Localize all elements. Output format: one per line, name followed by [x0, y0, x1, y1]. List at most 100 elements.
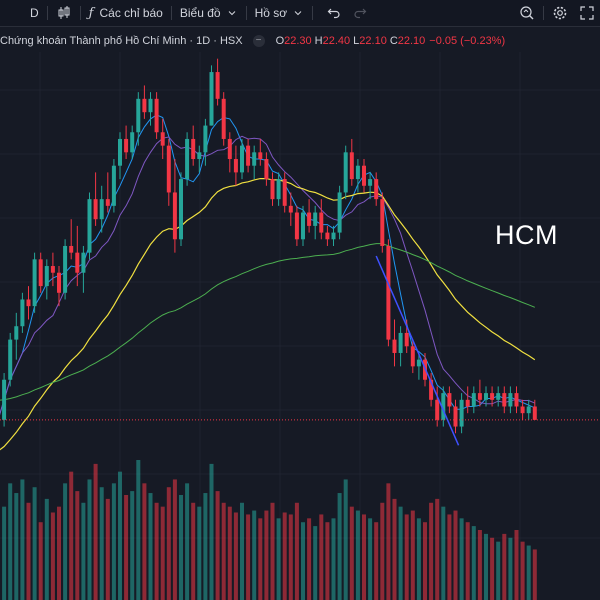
candle-body: [38, 259, 43, 287]
volume-bar: [319, 514, 324, 600]
candle-body: [465, 399, 470, 407]
candle-body: [246, 145, 251, 166]
volume-bar: [191, 502, 196, 600]
redo-icon: [354, 8, 367, 19]
volume-bar: [520, 541, 525, 600]
volume-bar: [532, 549, 537, 600]
volume-bar: [246, 514, 251, 600]
volume-bar: [166, 487, 171, 600]
trendline: [375, 255, 460, 446]
volume-bar: [441, 506, 446, 600]
candle-body: [87, 199, 92, 253]
volume-bar: [2, 506, 7, 600]
volume-bar: [99, 487, 104, 600]
volume-bar: [264, 510, 269, 600]
candle-body: [111, 165, 116, 206]
undo-button[interactable]: [321, 0, 347, 26]
candle-body: [2, 379, 7, 420]
volume-bar: [276, 518, 281, 600]
candle-body: [453, 406, 458, 427]
quick-search-button[interactable]: [513, 0, 541, 26]
chart-style-button[interactable]: [50, 0, 78, 26]
overlays: [0, 255, 600, 446]
candle-body: [172, 192, 177, 240]
volume-bar: [258, 518, 263, 600]
candle-body: [227, 138, 232, 160]
volume-bar: [416, 518, 421, 600]
volume-bar: [136, 460, 141, 600]
low-key: L: [353, 35, 360, 47]
candle-body: [118, 138, 122, 166]
candle-body: [520, 406, 525, 414]
candle-body: [276, 179, 281, 200]
legend-collapse-icon[interactable]: −: [252, 35, 265, 47]
candle-body: [331, 232, 336, 240]
low-value: 22.10: [359, 35, 387, 47]
candle-body: [496, 393, 501, 400]
indicators-button[interactable]: ƒ Các chỉ báo: [83, 0, 169, 26]
open-value: 22.30: [284, 35, 312, 47]
toolbar-divider: [170, 6, 172, 20]
volume-bar: [75, 491, 80, 600]
candle-body: [288, 205, 293, 213]
candle-body: [362, 165, 366, 186]
candle-body: [44, 266, 49, 287]
candle-body: [8, 339, 13, 380]
volume-bar: [355, 510, 360, 600]
symbol-title[interactable]: Chứng khoán Thành phố Hồ Chí Minh · 1D ·…: [0, 35, 243, 47]
volume-bar: [203, 493, 208, 600]
volume-bar: [465, 522, 470, 600]
chart-type-dropdown[interactable]: Biểu đồ: [174, 0, 244, 26]
candle-body: [319, 212, 324, 233]
candle-body: [477, 393, 482, 400]
candle-body: [179, 179, 183, 240]
volume-bar: [215, 491, 220, 600]
volume-bar: [38, 522, 43, 600]
candle-body: [240, 145, 244, 173]
volume-bar: [233, 512, 238, 600]
candle-body: [50, 266, 55, 273]
volume-bar: [453, 510, 458, 600]
volume-bar: [514, 530, 519, 600]
chart-annotation-text: HCM: [495, 220, 558, 250]
candle-body: [166, 145, 171, 193]
candle-body: [99, 199, 104, 220]
profile-label: Hồ sơ: [254, 6, 288, 20]
candles: [2, 58, 537, 434]
toolbar-right-group: [513, 0, 600, 26]
candle-body: [258, 152, 263, 160]
candle-body: [526, 406, 531, 414]
volume-bar: [105, 498, 110, 600]
volume-bar: [404, 514, 409, 600]
candle-body: [215, 72, 220, 99]
volume-bar: [435, 498, 440, 600]
open-key: O: [275, 35, 285, 47]
toolbar-divider: [46, 6, 48, 20]
volume-bar: [50, 512, 55, 600]
volume-bar: [362, 514, 366, 600]
toolbar-divider: [543, 6, 544, 20]
candle-body: [313, 212, 318, 226]
interval-button[interactable]: D: [0, 0, 45, 26]
volume-bar: [63, 483, 68, 600]
candle-body: [69, 245, 74, 253]
volume-bar: [179, 495, 183, 600]
toolbar-divider: [245, 6, 247, 20]
candle-body: [374, 179, 379, 200]
profile-dropdown[interactable]: Hồ sơ: [249, 0, 311, 26]
candle-body: [221, 98, 226, 139]
candle-body: [93, 199, 98, 220]
settings-button[interactable]: [546, 0, 574, 26]
volume-bar: [386, 483, 391, 600]
fullscreen-button[interactable]: [574, 0, 600, 26]
candle-body: [502, 393, 507, 407]
volume-bar: [526, 545, 531, 600]
candle-body: [81, 252, 86, 273]
volume-bar: [423, 522, 427, 600]
candle-body: [32, 259, 37, 307]
toolbar-divider: [79, 6, 81, 20]
volume-bar: [124, 495, 129, 600]
redo-button[interactable]: [347, 0, 373, 26]
candle-body: [136, 98, 141, 133]
